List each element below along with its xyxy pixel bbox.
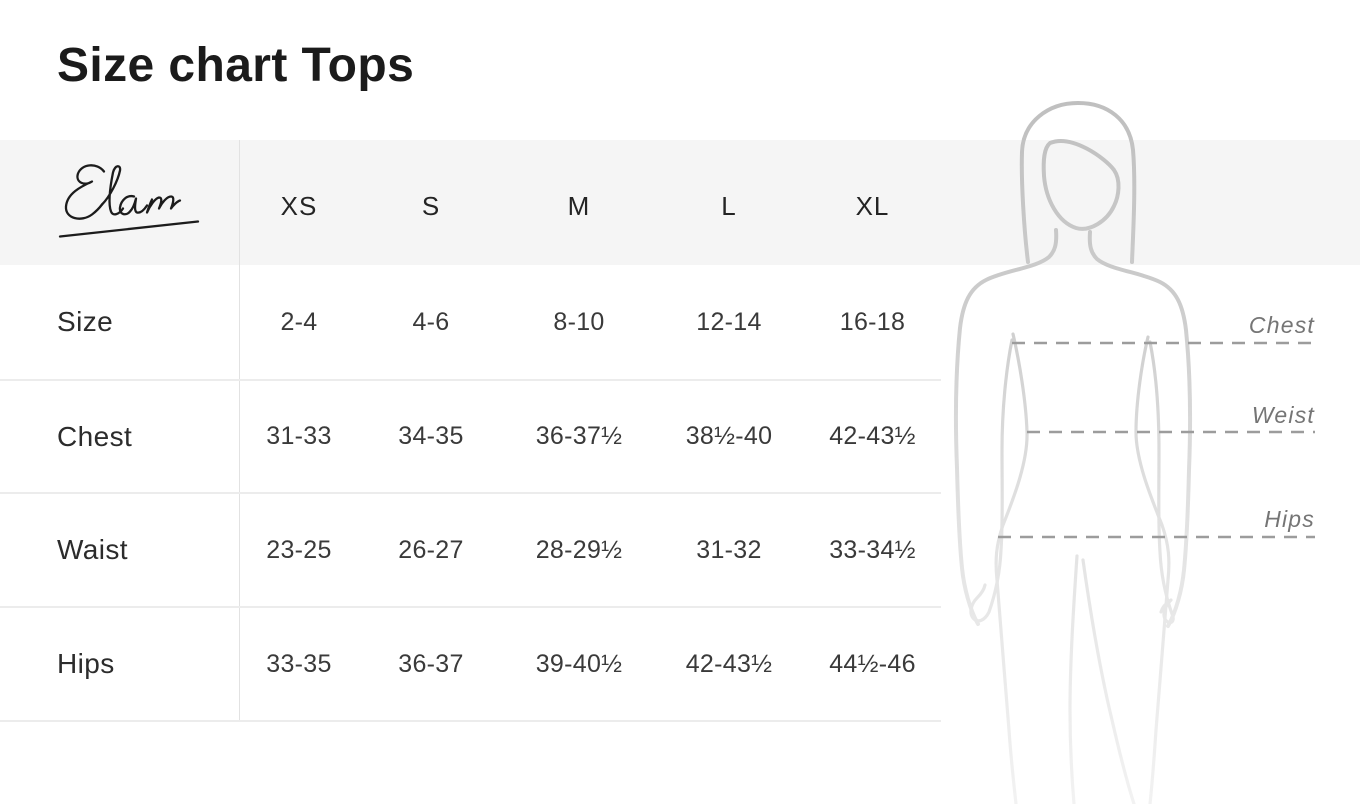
silhouette-right-torso-leg [1134,335,1171,804]
waist-measure-label: Weist [1252,402,1315,428]
silhouette-left-shoulder-arm [954,228,1059,626]
silhouette-face-outline [1041,139,1121,231]
col-header-s: S [421,191,441,221]
cell-size-xs: 2-4 [280,307,318,336]
row-label-hips: Hips [0,608,240,720]
cell-waist-xs: 23-25 [266,535,332,564]
hips-measure-label: Hips [1264,506,1315,532]
cell-waist-l: 31-32 [696,535,762,564]
cell-size-s: 4-6 [412,307,450,336]
silhouette-hair-outline [1019,101,1137,264]
page-title: Size chart Tops [57,39,415,92]
col-header-xl: XL [855,191,890,221]
cell-chest-m: 36-37½ [535,422,623,450]
row-label-size: Size [0,265,240,379]
cell-chest-s: 34-35 [398,422,464,450]
table-row-waist: Waist 23-25 26-27 28-29½ 31-32 33-34½ [0,494,941,608]
table-header-row: XS S M L XL [0,140,941,265]
table-row-chest: Chest 31-33 34-35 36-37½ 38½-40 42-43½ [0,381,941,494]
size-chart-table: XS S M L XL Size 2-4 4-6 8-10 12-14 16-1… [0,140,941,722]
cell-size-m: 8-10 [553,307,605,336]
col-header-l: L [721,191,737,221]
logo-letter-e [64,163,106,220]
table-row-hips: Hips 33-35 36-37 39-40½ 42-43½ 44½-46 [0,608,941,722]
row-label-chest: Chest [0,381,240,492]
brand-logo-cell [0,140,240,265]
cell-size-l: 12-14 [696,307,762,336]
cell-chest-l: 38½-40 [685,422,773,450]
cell-hips-xl: 44½-46 [829,649,916,678]
cell-hips-xs: 33-35 [266,649,332,678]
col-header-xs: XS [280,191,318,221]
cell-hips-m: 39-40½ [535,649,623,678]
logo-letter-l [100,164,125,215]
table-row-size: Size 2-4 4-6 8-10 12-14 16-18 [0,265,941,381]
silhouette-left-inner-arm-hand [969,338,1014,623]
cell-waist-m: 28-29½ [535,535,623,564]
logo-underline [58,219,200,238]
silhouette-right-shoulder-arm [1087,230,1192,628]
silhouette-left-torso-leg [994,332,1029,804]
body-measurement-figure: Chest Weist Hips [954,101,1315,804]
cell-chest-xl: 42-43½ [829,422,916,450]
col-header-m: M [567,191,591,221]
cell-hips-l: 42-43½ [685,649,773,678]
silhouette-right-inner-leg [1081,558,1136,804]
cell-waist-s: 26-27 [398,535,464,564]
chest-measure-label: Chest [1249,312,1315,338]
row-label-waist: Waist [0,494,240,606]
silhouette-left-inner-leg [1068,554,1079,804]
cell-hips-s: 36-37 [398,649,464,678]
cell-size-xl: 16-18 [839,307,906,336]
logo-letter-n [145,194,182,214]
logo-letter-a [118,194,149,215]
brand-logo-elan-signature [58,163,200,238]
silhouette-right-inner-arm-hand [1148,340,1175,625]
cell-chest-xs: 31-33 [266,422,332,450]
cell-waist-xl: 33-34½ [829,535,916,564]
